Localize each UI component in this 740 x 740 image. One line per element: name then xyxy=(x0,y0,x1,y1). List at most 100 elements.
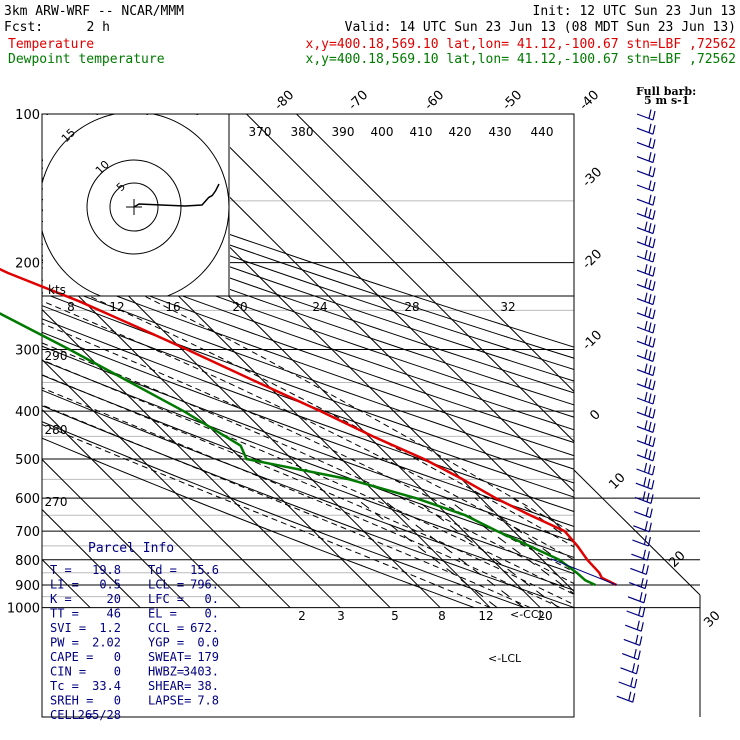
moist-adiabat xyxy=(42,374,574,606)
barb-flag xyxy=(631,663,636,673)
barb-flag xyxy=(644,335,648,345)
barb-flag xyxy=(648,407,652,417)
dry-adiabat xyxy=(42,220,574,406)
parcel-info-cell: EL = xyxy=(148,607,177,621)
header: 3km ARW-WRF -- NCAR/MMM Init: 12 UTC Sun… xyxy=(4,4,736,67)
wind-barb xyxy=(636,194,656,206)
barb-flag xyxy=(652,295,656,305)
barb-shaft xyxy=(630,567,647,575)
parcel-info-cell: 672. xyxy=(190,621,219,635)
barb-flag xyxy=(652,323,656,334)
barb-shaft xyxy=(636,184,654,192)
barb-flag xyxy=(644,521,648,531)
hodograph-speed-label: 28 xyxy=(404,300,419,314)
barb-flag xyxy=(648,123,652,133)
parcel-info-title: Parcel Info xyxy=(88,541,174,556)
parcel-info-cell: 38. xyxy=(197,679,219,693)
wind-barb xyxy=(636,166,656,178)
mixing-ratio-label: 5 xyxy=(391,609,399,623)
barb-flag xyxy=(652,139,656,149)
barb-flag xyxy=(645,565,649,575)
mixing-ratio-label: 3 xyxy=(337,609,345,623)
barb-flag xyxy=(652,380,656,390)
barb-flag xyxy=(652,437,656,447)
dry-adiabat xyxy=(42,243,574,431)
forecast-value: 2 h xyxy=(87,20,110,35)
barb-flag xyxy=(652,451,656,461)
barb-flag xyxy=(644,207,648,217)
barb-flag xyxy=(643,462,648,473)
dry-adiabat xyxy=(42,305,574,498)
barb-flag xyxy=(648,421,652,432)
barb-flag xyxy=(628,691,632,701)
wind-barb xyxy=(632,535,651,547)
dry-adiabat xyxy=(42,405,574,609)
barb-flag xyxy=(644,349,648,359)
pressure-tick-label: 700 xyxy=(15,525,40,540)
wind-barb xyxy=(636,391,656,405)
pressure-tick-label: 400 xyxy=(15,405,40,420)
parcel-info-cell: 15.6 xyxy=(190,563,219,577)
mixing-ratio-label: 2 xyxy=(298,609,306,623)
isotherm-line xyxy=(42,208,441,608)
parcel-info-cell: YGP = xyxy=(148,636,184,650)
barb-flag xyxy=(652,181,656,192)
parcel-info-cell: T = xyxy=(50,563,72,577)
pressure-tick-label: 800 xyxy=(15,554,40,569)
mixing-ratio-label: 20 xyxy=(537,609,552,623)
init-time: Init: 12 UTC Sun 23 Jun 13 xyxy=(533,4,737,19)
dry-adiabat xyxy=(42,421,525,609)
barb-flag xyxy=(642,549,646,559)
barb-shaft xyxy=(636,198,654,206)
barb-flag xyxy=(633,648,637,659)
wind-barb xyxy=(636,278,656,291)
theta-label: 410 xyxy=(410,125,433,139)
wind-barb xyxy=(616,691,636,703)
dry-adiabat xyxy=(42,188,574,371)
wind-barb xyxy=(636,306,656,320)
parcel-info-cell: CCL = xyxy=(148,621,184,635)
wind-barb xyxy=(636,349,656,362)
model-title: 3km ARW-WRF -- NCAR/MMM xyxy=(4,4,184,19)
barb-flag xyxy=(632,693,636,703)
barb-flag xyxy=(642,491,646,501)
hodograph-ring xyxy=(109,182,159,232)
ccl-marker: <-CCL xyxy=(510,608,546,621)
barb-flag xyxy=(648,322,652,332)
dry-adiabat xyxy=(42,292,574,484)
dry-adiabat xyxy=(42,437,475,609)
hodograph-ring xyxy=(42,114,230,296)
wind-barb xyxy=(625,620,644,632)
parcel-info-cell: 0.0 xyxy=(197,636,219,650)
lcl-marker: <-LCL xyxy=(488,652,522,665)
parcel-info-cell: 3403. xyxy=(183,665,219,679)
wind-barb xyxy=(636,462,656,476)
wind-barb xyxy=(634,506,653,519)
barb-flag xyxy=(648,208,652,219)
barb-flag xyxy=(646,551,650,561)
pressure-tick-label: 600 xyxy=(15,492,40,507)
wind-barb xyxy=(635,477,655,490)
barb-flag xyxy=(648,222,652,233)
barb-flag xyxy=(643,593,647,603)
barb-flag xyxy=(644,420,648,430)
barb-flag xyxy=(635,634,639,645)
barb-shaft xyxy=(620,667,637,675)
barb-flag xyxy=(647,478,651,488)
hodograph-speed-label: 12 xyxy=(109,300,124,314)
barb-shaft xyxy=(625,624,642,632)
isotherm-label: 0 xyxy=(587,407,603,423)
frame-diagonal xyxy=(573,469,701,596)
parcel-info-cell: 2.02 xyxy=(92,636,121,650)
dry-adiabat xyxy=(42,167,574,348)
sounding-curves xyxy=(0,267,618,587)
barb-flag xyxy=(644,363,648,373)
parcel-info-cell: LAPSE= xyxy=(148,694,191,708)
theta-label: 380 xyxy=(291,125,314,139)
barb-flag xyxy=(644,377,648,387)
barb-flag xyxy=(650,494,654,504)
parcel-info-cell: K = xyxy=(50,592,72,606)
temperature-line xyxy=(0,267,618,587)
barb-flag xyxy=(648,450,652,460)
